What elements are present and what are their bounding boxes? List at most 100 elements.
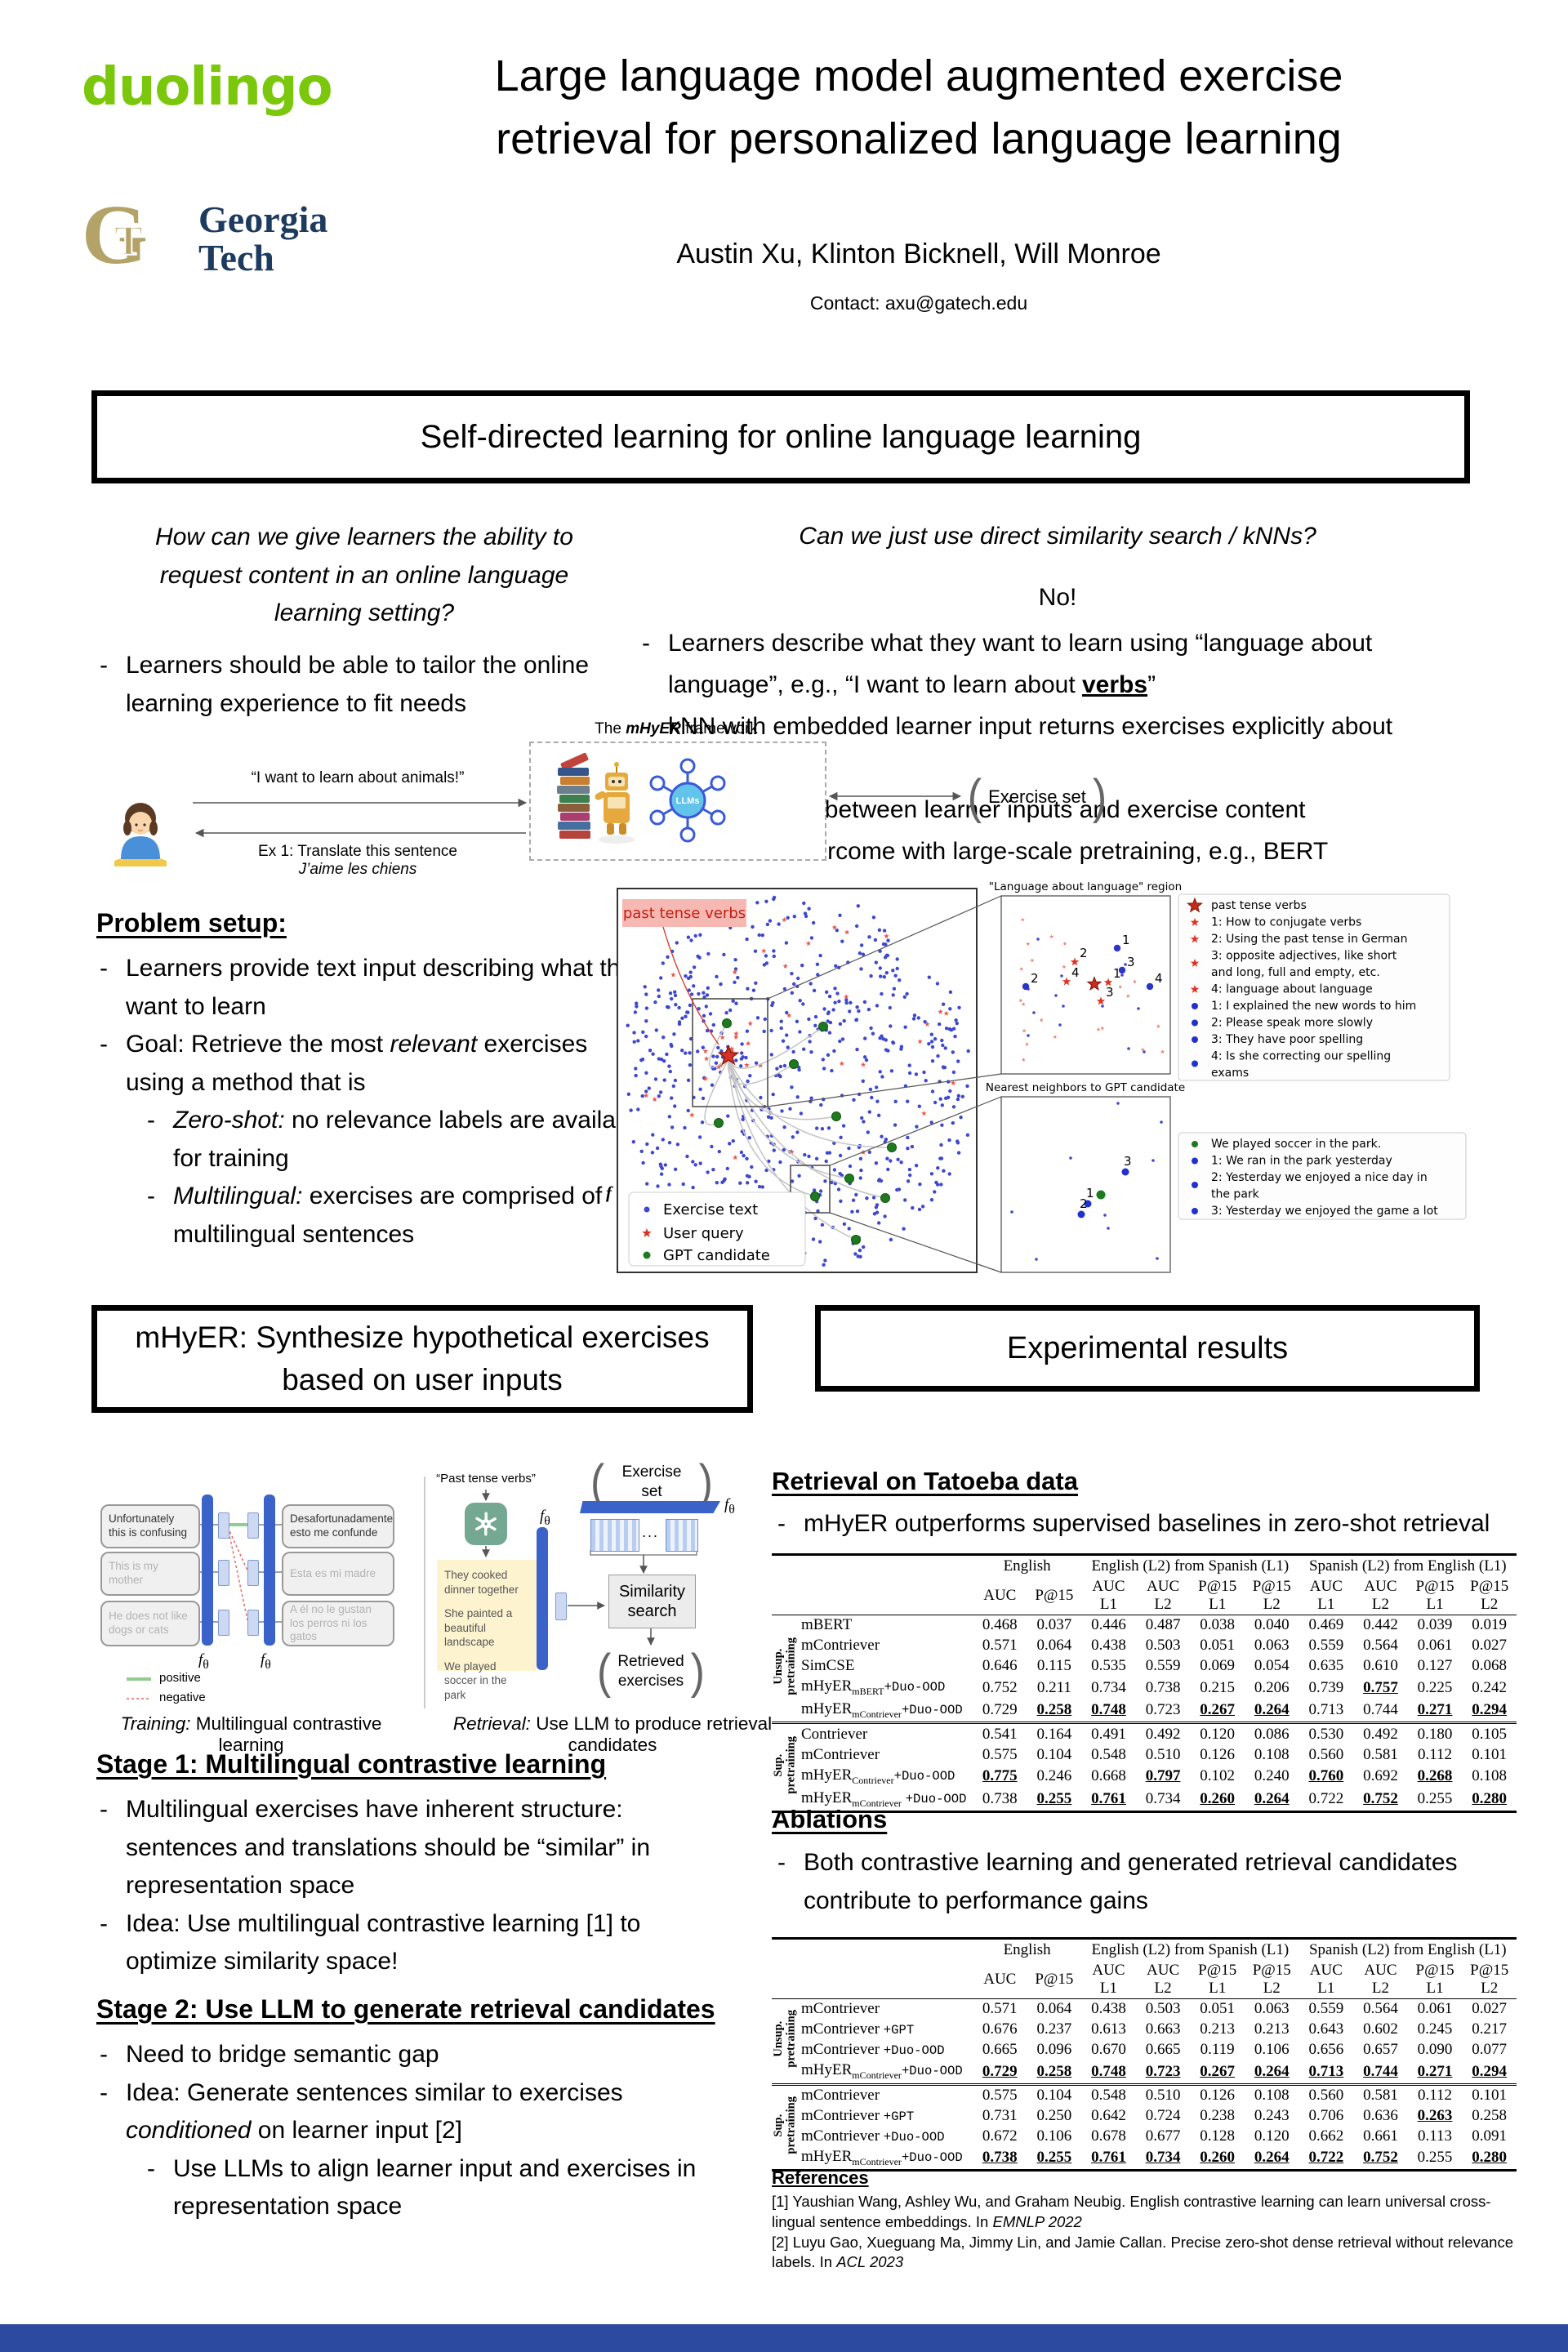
table-row: Unsup. pretraining mBERT 0.468 0.037 0.446 0.4… <box>772 1616 1508 1695</box>
problem-bullet-2: Goal: Retrieve the most relevant exercis… <box>96 1026 652 1102</box>
svg-text:3: 3 <box>1127 955 1135 969</box>
contact: Contact: axu@gatech.edu <box>809 292 1028 314</box>
problem-bullet-3: Zero-shot: no relevance labels are avail… <box>144 1102 652 1178</box>
gpt-candidate-dot <box>818 1022 828 1031</box>
gpt-candidate-dot <box>887 1143 897 1152</box>
no-answer: No! <box>1038 584 1077 611</box>
svg-text:1: How to conjugate verbs: 1: How to conjugate verbs <box>1211 916 1361 929</box>
exercise-embeddings <box>666 1519 698 1552</box>
table-row: mContriever +GPT 0.731 0.250 0.642 0.724 0.23… <box>801 2107 1508 2125</box>
stage2-bullet-2: Idea: Generate sentences similar to exer… <box>96 2074 717 2150</box>
similarity-search-box: Similarity search <box>608 1575 696 1628</box>
f-theta-label: fθ <box>261 1651 271 1672</box>
ablations-heading: Ablations <box>772 1805 888 1833</box>
bottom-accent-bar <box>0 2324 1568 2352</box>
es-sentence-1: Desafortunadamente esto me confunde <box>282 1504 394 1548</box>
georgia-tech-logo: G T Georgia Tech <box>82 193 328 284</box>
duolingo-logo: duolingo <box>82 57 333 118</box>
svg-text:GPT candidate: GPT candidate <box>663 1247 770 1264</box>
openai-logo-icon <box>465 1503 507 1545</box>
stage1-bullet-1: Multilingual exercises have inherent str… <box>96 1791 693 1905</box>
svg-text:3: They have poor spelling: 3: They have poor spelling <box>1211 1033 1363 1046</box>
gpt-candidate-dot <box>810 1192 820 1201</box>
scatter-svg: f past tense verbs Exercise text User query… <box>606 880 1467 1273</box>
svg-text:3: 3 <box>1106 985 1114 1000</box>
llms-label: LLMs <box>676 796 700 806</box>
table-row: mHyERContriever+Duo-OOD 0.775 0.246 0.668 0.… <box>801 1766 1508 1786</box>
scatter-inset-language-region <box>1000 895 1171 1075</box>
left-bullet: Learners should be able to tailor the on… <box>96 647 635 723</box>
section-title-mhyer: mHyER: Synthesize hypothetical exercises… <box>91 1305 753 1413</box>
user-query-star <box>717 1044 740 1066</box>
training-caption: Training: Multilingual contrastive learn… <box>120 1713 382 1755</box>
svg-text:1: 1 <box>1122 933 1130 947</box>
table-row: SimCSE 0.646 0.115 0.535 0.559 0.069 0.054 0.63… <box>801 1657 1508 1675</box>
tatoeba-heading: Retrieval on Tatoeba data <box>772 1467 1078 1495</box>
gpt-generated-sentences: They cooked dinner together She painted … <box>437 1560 537 1701</box>
svg-text:4: 4 <box>1155 971 1163 986</box>
svg-text:1: 1 <box>1086 1186 1094 1200</box>
scatter-legend-queries: past tense verbs 1: How to conjugate verb… <box>1178 893 1450 1081</box>
retrieval-query: “Past tense verbs” <box>436 1472 536 1486</box>
svg-text:Exercise text: Exercise text <box>663 1201 758 1218</box>
problem-bullet-1: Learners provide text input describing w… <box>96 950 652 1026</box>
f-theta-label: fθ <box>540 1508 550 1528</box>
svg-text:2: Yesterday we enjoyed a nice: 2: Yesterday we enjoyed a nice day in <box>1211 1171 1428 1184</box>
table-row: mHyERmContriever+Duo-OOD 0.738 0.255 0.761 0… <box>801 2148 1508 2167</box>
mhyer-diagram: Unfortunately this is confusing This is … <box>78 1463 796 1755</box>
gpt-candidate-dot <box>714 1118 724 1128</box>
llms-network-icon: LLMs <box>649 758 726 843</box>
svg-text:1: We ran in the park yesterda: 1: We ran in the park yesterday <box>1211 1155 1392 1168</box>
scatter-main-legend: Exercise text User query GPT candidate <box>628 1192 806 1267</box>
retrieval-caption: Retrieval: Use LLM to produce retrieval … <box>452 1713 773 1755</box>
tatoeba-bullet: mHyER outperforms supervised baselines i… <box>774 1505 1526 1544</box>
references-heading: References <box>772 2167 869 2188</box>
negative-pair-line <box>227 1526 248 1571</box>
right-question: Can we just use direct similarity search… <box>799 523 1316 550</box>
table-row: mContriever +GPT 0.676 0.237 0.613 0.663 0.21… <box>801 2020 1508 2038</box>
svg-text:User query: User query <box>663 1225 744 1242</box>
en-sentence-1: Unfortunately this is confusing <box>100 1504 200 1548</box>
en-sentence-3: He does not like dogs or cats <box>100 1601 200 1646</box>
table-row: mHyERmContriever+Duo-OOD 0.729 0.258 0.748 0… <box>801 2061 1508 2082</box>
exercise-set-bracket: Exercise set <box>590 1463 713 1500</box>
svg-text:exams: exams <box>1211 1067 1249 1080</box>
table-row: mHyERmBERT+Duo-OOD 0.752 0.211 0.734 0.738 0.… <box>801 1677 1508 1698</box>
section-title-experimental: Experimental results <box>815 1305 1480 1392</box>
inset2-title: Nearest neighbors to GPT candidate <box>986 1081 1185 1094</box>
framework-figure: “I want to learn about animals!” Ex 1: T… <box>96 719 1117 890</box>
exercise-embeddings <box>590 1519 639 1552</box>
svg-text:4: 4 <box>1071 965 1080 980</box>
positive-legend: positive <box>159 1671 201 1685</box>
ablations-bullet: Both contrastive learning and generated … <box>774 1844 1501 1920</box>
svg-text:2: 2 <box>1080 1196 1088 1211</box>
left-question: How can we give learners the ability to r… <box>155 523 573 626</box>
encoder-bar <box>202 1494 213 1646</box>
gpt-candidate-dot <box>880 1193 890 1203</box>
svg-text:and long, full and empty, etc.: and long, full and empty, etc. <box>1211 966 1380 979</box>
scatter-legend-neighbors: We played soccer in the park. 1: We ran i… <box>1178 1132 1467 1220</box>
exercise-set-bracket: Exercise set <box>964 774 1111 820</box>
references-section: References [1] Yaushian Wang, Ashley Wu,… <box>772 2167 1523 2273</box>
svg-text:the park: the park <box>1211 1188 1260 1201</box>
georgia-tech-wordmark: Georgia Tech <box>198 198 328 278</box>
section-title-self-directed: Self-directed learning for online langua… <box>91 390 1470 483</box>
inset1-title: "Language about language" region <box>989 880 1182 893</box>
embedding-scatter-figure: f past tense verbs Exercise text User query… <box>604 878 1482 1284</box>
table-row: mContriever +Duo-OOD 0.672 0.106 0.678 0.677… <box>801 2127 1508 2145</box>
table-row: Unsup. pretraining mContriever 0.571 0.064 0.… <box>772 2000 1508 2068</box>
gpt-candidate-dot <box>722 1018 732 1028</box>
reference-2: [2] Luyu Gao, Xueguang Ma, Jimmy Lin, an… <box>772 2233 1513 2271</box>
problem-setup-heading: Problem setup: <box>96 908 287 938</box>
f-theta-label: fθ <box>198 1651 209 1672</box>
annotation-past-tense-verbs: past tense verbs <box>623 905 746 922</box>
svg-text:3: Yesterday we enjoyed the ga: 3: Yesterday we enjoyed the game a lot <box>1211 1205 1438 1218</box>
f-theta-label: fθ <box>724 1496 735 1517</box>
table-row: mContriever 0.575 0.104 0.548 0.510 0.126 0.10… <box>801 1745 1508 1763</box>
svg-text:past tense verbs: past tense verbs <box>1211 899 1307 912</box>
gpt-candidate-dot <box>844 1174 854 1183</box>
gpt-candidate-dot <box>789 1059 799 1069</box>
svg-text:2: Using the past tense in Ger: 2: Using the past tense in German <box>1211 933 1407 946</box>
stage2-bullet-1: Need to bridge semantic gap <box>96 2036 717 2074</box>
